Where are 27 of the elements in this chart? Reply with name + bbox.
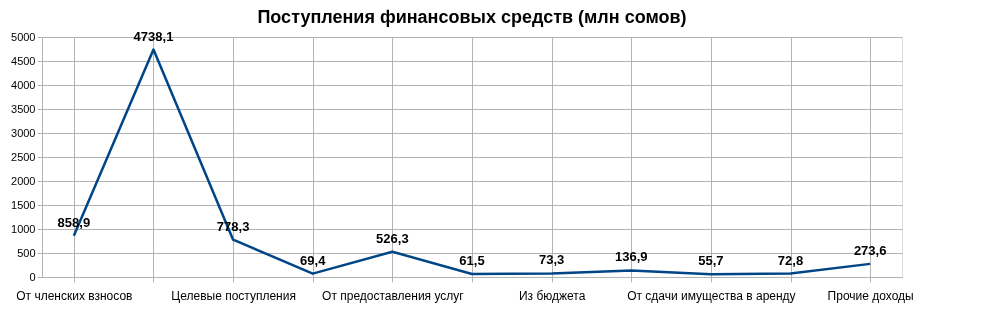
data-label: 69,4 (300, 252, 327, 268)
chart-title: Поступления финансовых средств (млн сомов) (257, 6, 687, 27)
data-label: 273,6 (853, 242, 887, 258)
x-tick-label: Прочие доходы (827, 288, 914, 303)
y-tick-label: 2000 (11, 174, 36, 187)
y-tick-label: 1000 (11, 222, 36, 235)
x-tick-label: Из бюджета (518, 288, 586, 303)
x-tick-label: От сдачи имущества в аренду (627, 288, 796, 303)
y-tick-label: 2500 (11, 150, 36, 163)
x-tick-label: От членских взносов (16, 288, 133, 303)
data-label: 72,8 (777, 252, 804, 268)
y-tick-label: 0 (29, 270, 36, 283)
x-tick-label: Целевые поступления (171, 288, 296, 303)
y-tick-label: 500 (17, 246, 36, 259)
data-label: 4738,1 (133, 28, 174, 44)
data-label: 55,7 (698, 253, 724, 269)
data-label: 136,9 (614, 249, 648, 265)
y-tick-label: 4000 (11, 78, 36, 91)
x-tick-label: От предоставления услуг (322, 288, 465, 303)
y-tick-label: 4500 (11, 54, 36, 67)
y-tick-label: 1500 (11, 198, 36, 211)
y-tick-label: 3500 (11, 102, 36, 115)
data-label: 73,3 (538, 252, 565, 268)
y-tick-label: 5000 (11, 30, 36, 43)
data-label: 61,5 (459, 253, 485, 269)
y-tick-label: 3000 (11, 126, 36, 139)
data-label: 526,3 (376, 230, 409, 246)
